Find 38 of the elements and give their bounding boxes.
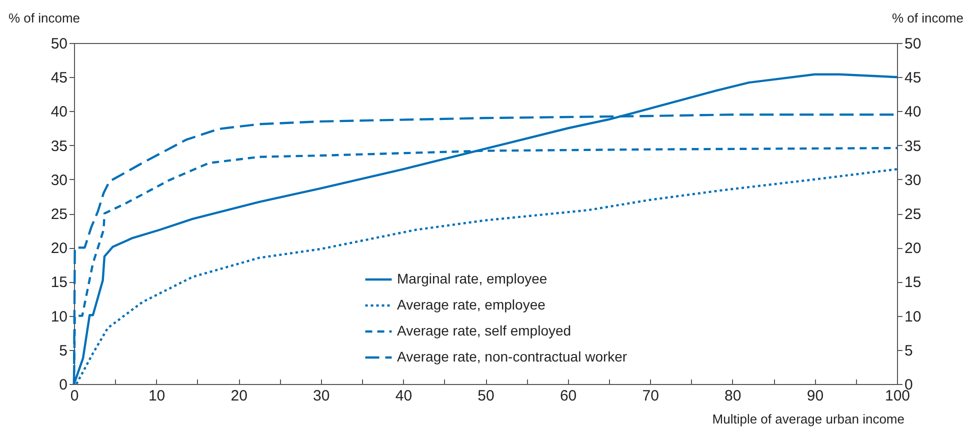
y-tick-label: 40	[50, 104, 68, 121]
y2-tick-label: 20	[904, 240, 922, 258]
y-tick-label: 30	[50, 172, 68, 189]
y-tick-label: 45	[50, 70, 68, 87]
y2-tick-label: 45	[904, 70, 922, 87]
legend-label: Average rate, self employed	[397, 322, 572, 338]
y-tick-label: 5	[59, 342, 68, 360]
y-tick-label: 50	[50, 36, 68, 52]
y2-tick-label: 30	[904, 172, 922, 189]
x-tick-label: 60	[560, 388, 577, 404]
legend-label: Marginal rate, employee	[397, 270, 548, 286]
y2-axis-title: % of income	[892, 10, 964, 26]
x-tick-label: 20	[230, 388, 248, 404]
x-tick-label: 80	[724, 388, 742, 404]
y2-tick-label: 15	[904, 274, 922, 292]
y2-tick-label: 35	[904, 138, 922, 155]
y-tick-label: 35	[50, 138, 68, 155]
y2-tick-label: 40	[904, 104, 922, 121]
y-tick-label: 0	[59, 376, 68, 394]
y2-tick-label: 25	[904, 206, 922, 223]
legend-label: Average rate, non-contractual worker	[397, 348, 628, 364]
y-tick-label: 20	[50, 240, 68, 258]
x-tick-label: 10	[148, 388, 166, 404]
x-tick-label: 40	[395, 388, 412, 404]
x-tick-label: 90	[806, 388, 824, 404]
y2-tick-label: 10	[904, 308, 922, 326]
y-tick-label: 25	[50, 206, 68, 223]
y2-tick-label: 50	[904, 36, 922, 52]
y-axis-title: % of income	[8, 10, 80, 26]
legend-label: Average rate, employee	[397, 296, 546, 312]
y-tick-label: 15	[50, 274, 68, 292]
x-axis-title: Multiple of average urban income	[712, 412, 904, 426]
x-tick-label: 0	[70, 388, 79, 404]
y2-tick-label: 5	[904, 342, 913, 360]
y-tick-label: 10	[50, 308, 68, 326]
x-tick-label: 30	[313, 388, 330, 404]
x-tick-label: 70	[642, 388, 659, 404]
x-tick-label: 50	[478, 388, 494, 404]
